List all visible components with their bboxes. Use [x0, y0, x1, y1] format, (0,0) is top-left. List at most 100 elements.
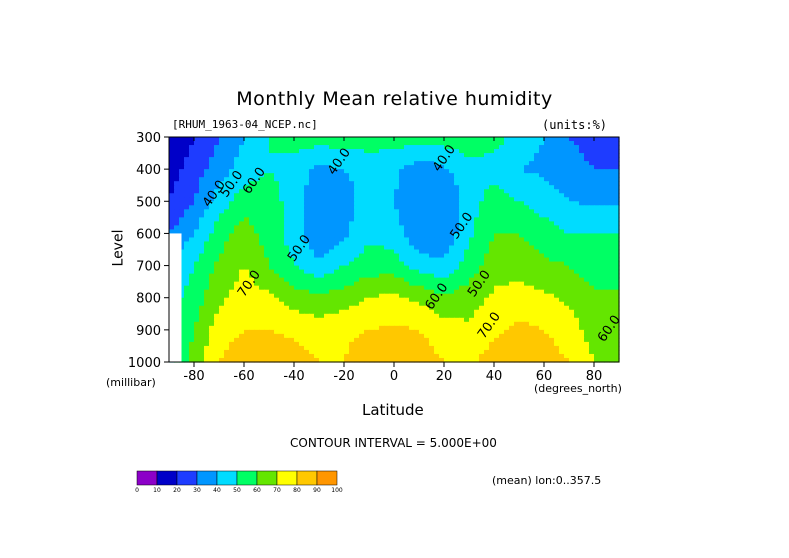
- field-cell: [549, 205, 555, 210]
- field-cell: [389, 301, 395, 307]
- field-cell: [324, 337, 330, 343]
- field-cell: [299, 229, 305, 235]
- field-cell: [589, 145, 595, 150]
- field-cell: [329, 257, 335, 263]
- field-cell: [309, 237, 315, 243]
- field-cell: [429, 261, 435, 267]
- field-cell: [334, 261, 340, 267]
- field-cell: [439, 285, 445, 291]
- field-cell: [239, 185, 245, 190]
- field-cell: [229, 137, 235, 142]
- field-cell: [399, 181, 405, 186]
- field-cell: [209, 265, 215, 271]
- field-cell: [554, 265, 560, 271]
- field-cell: [579, 325, 585, 331]
- field-cell: [584, 201, 590, 206]
- field-cell: [234, 237, 240, 243]
- field-cell: [589, 341, 595, 347]
- field-cell: [329, 169, 335, 174]
- field-cell: [544, 149, 550, 154]
- field-cell: [374, 157, 380, 162]
- field-cell: [224, 205, 230, 210]
- field-cell: [299, 321, 305, 327]
- field-cell: [319, 217, 325, 222]
- field-cell: [194, 233, 200, 239]
- field-cell: [389, 337, 395, 343]
- field-cell: [604, 289, 610, 295]
- field-cell: [469, 325, 475, 331]
- field-cell: [599, 141, 605, 146]
- field-cell: [324, 157, 330, 162]
- field-cell: [324, 177, 330, 182]
- field-cell: [494, 157, 500, 162]
- field-cell: [414, 257, 420, 263]
- field-cell: [279, 305, 285, 311]
- field-cell: [304, 149, 310, 154]
- field-cell: [264, 269, 270, 275]
- field-cell: [359, 205, 365, 210]
- field-cell: [584, 173, 590, 178]
- field-cell: [394, 189, 400, 194]
- field-cell: [189, 261, 195, 267]
- field-cell: [609, 265, 615, 271]
- field-cell: [399, 321, 405, 327]
- field-cell: [369, 329, 375, 335]
- field-cell: [559, 201, 565, 206]
- field-cell: [579, 217, 585, 222]
- field-cell: [494, 249, 500, 255]
- field-cell: [304, 257, 310, 263]
- field-cell: [539, 161, 545, 166]
- field-cell: [319, 257, 325, 263]
- field-cell: [464, 297, 470, 303]
- field-cell: [314, 249, 320, 255]
- field-cell: [604, 261, 610, 267]
- field-cell: [389, 349, 395, 355]
- field-cell: [604, 281, 610, 287]
- field-cell: [524, 149, 530, 154]
- field-cell: [564, 309, 570, 315]
- field-cell: [254, 353, 260, 359]
- field-cell: [339, 177, 345, 182]
- field-cell: [194, 149, 200, 154]
- field-cell: [199, 253, 205, 259]
- field-cell: [264, 189, 270, 194]
- field-cell: [459, 289, 465, 295]
- field-cell: [504, 249, 510, 255]
- field-cell: [344, 281, 350, 287]
- field-cell: [544, 229, 550, 235]
- field-cell: [454, 145, 460, 150]
- field-cell: [514, 253, 520, 259]
- field-cell: [499, 257, 505, 263]
- field-cell: [464, 253, 470, 259]
- field-cell: [364, 145, 370, 150]
- field-cell: [349, 201, 355, 206]
- field-cell: [534, 321, 540, 327]
- field-cell: [609, 253, 615, 259]
- field-cell: [439, 153, 445, 158]
- field-cell: [279, 189, 285, 194]
- field-cell: [399, 341, 405, 347]
- field-cell: [244, 297, 250, 303]
- field-cell: [289, 257, 295, 263]
- field-cell: [439, 289, 445, 295]
- field-cell: [434, 265, 440, 271]
- field-cell: [459, 241, 465, 247]
- field-cell: [524, 321, 530, 327]
- field-cell: [574, 337, 580, 343]
- field-cell: [469, 189, 475, 194]
- field-cell: [414, 313, 420, 319]
- field-cell: [264, 265, 270, 271]
- field-cell: [294, 337, 300, 343]
- field-cell: [584, 185, 590, 190]
- field-cell: [539, 281, 545, 287]
- field-cell: [454, 345, 460, 351]
- field-cell: [339, 213, 345, 218]
- field-cell: [234, 289, 240, 295]
- field-cell: [254, 233, 260, 239]
- field-cell: [514, 185, 520, 190]
- field-cell: [209, 321, 215, 327]
- field-cell: [179, 257, 185, 263]
- field-cell: [379, 161, 385, 166]
- field-cell: [189, 273, 195, 279]
- field-cell: [379, 329, 385, 335]
